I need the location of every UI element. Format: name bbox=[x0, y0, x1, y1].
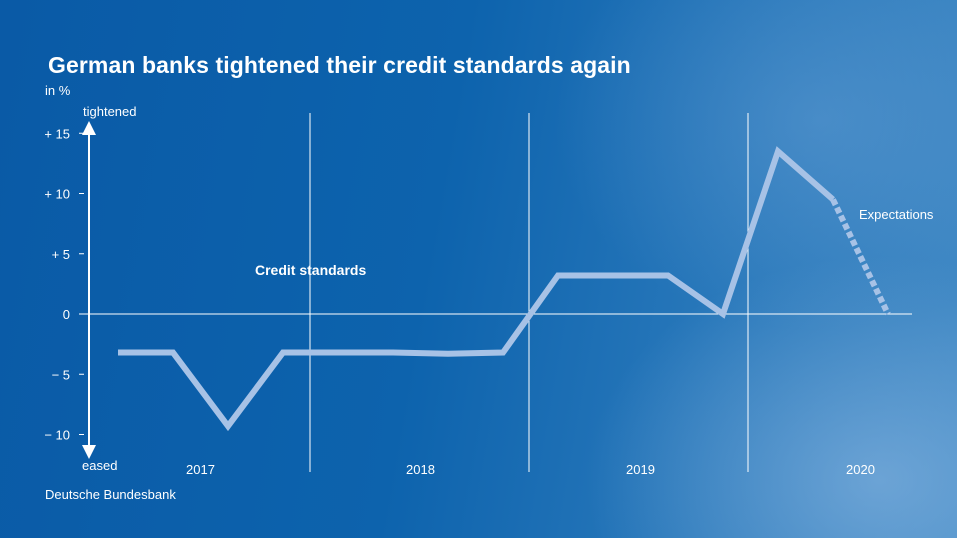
series-line-expectations bbox=[830, 198, 891, 316]
series-label-expectations: Expectations bbox=[859, 207, 934, 222]
x-tick-label: 2018 bbox=[406, 462, 435, 477]
source-label: Deutsche Bundesbank bbox=[45, 487, 176, 502]
y-tick-label: + 10 bbox=[44, 187, 70, 202]
y-tick-label: + 5 bbox=[52, 247, 70, 262]
x-tick-label: 2019 bbox=[626, 462, 655, 477]
arrow-label-eased: eased bbox=[82, 458, 117, 473]
x-tick-label: 2020 bbox=[846, 462, 875, 477]
y-tick-label: − 10 bbox=[44, 428, 70, 443]
y-tick-label: − 5 bbox=[52, 367, 70, 382]
y-tick-label: 0 bbox=[63, 307, 70, 322]
y-axis-unit-label: in % bbox=[45, 83, 71, 98]
series-label-credit-standards: Credit standards bbox=[255, 262, 366, 278]
x-tick-label: 2017 bbox=[186, 462, 215, 477]
chart-title: German banks tightened their credit stan… bbox=[48, 52, 631, 78]
y-tick-label: + 15 bbox=[44, 126, 70, 141]
arrow-label-tightened: tightened bbox=[83, 104, 137, 119]
series-line-credit-standards bbox=[118, 146, 835, 432]
